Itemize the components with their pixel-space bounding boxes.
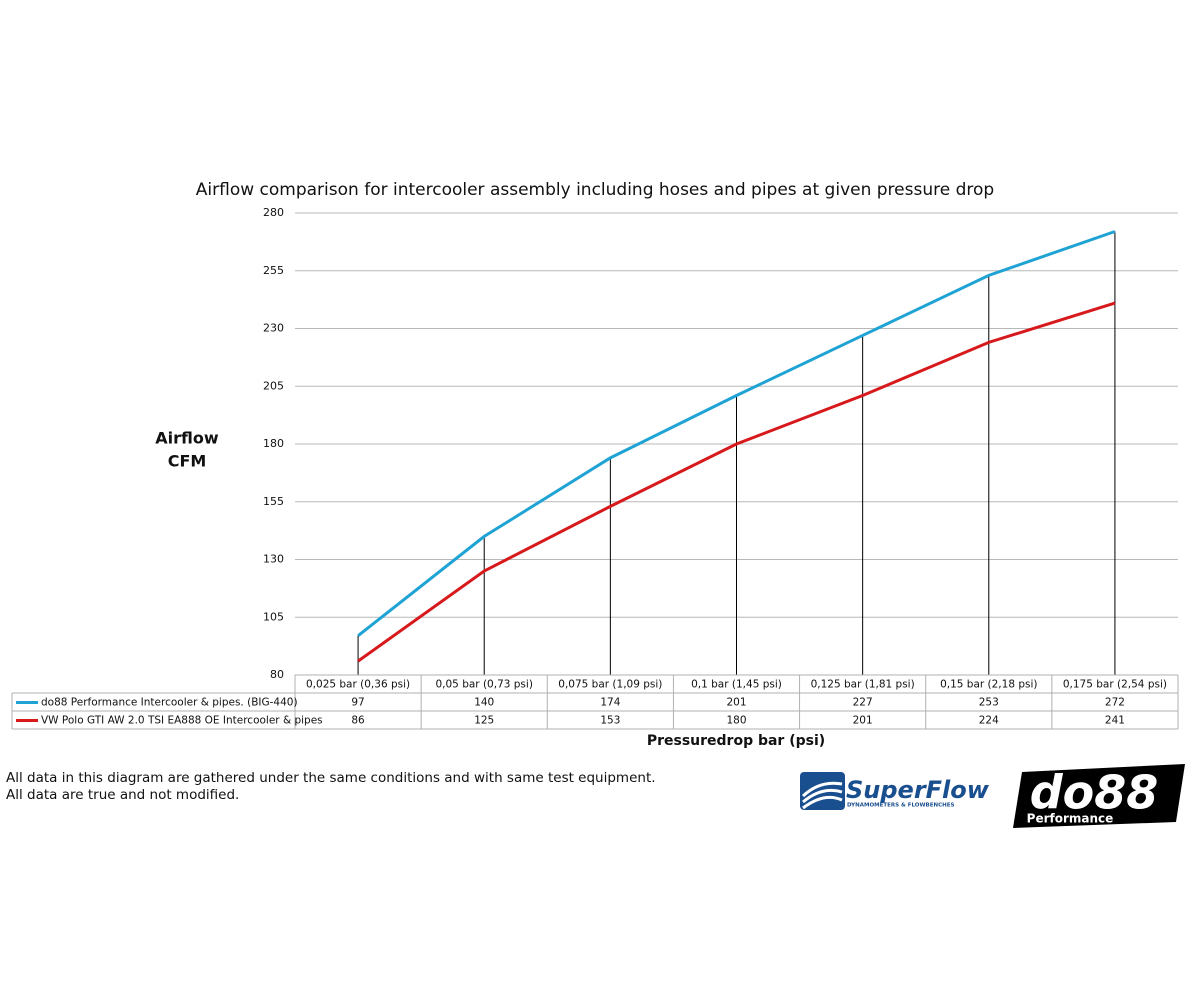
x-tick-label: 0,175 bar (2,54 psi) xyxy=(1063,679,1167,691)
y-tick-label: 105 xyxy=(263,610,284,623)
series-line xyxy=(357,230,1116,637)
logo-tagline: DYNAMOMETERS & FLOWBENCHES xyxy=(847,803,954,809)
logo-mark xyxy=(1013,764,1185,828)
table-value: 201 xyxy=(726,697,746,709)
y-tick-label: 280 xyxy=(263,206,284,219)
chart-title: Airflow comparison for intercooler assem… xyxy=(196,180,994,200)
table-value: 97 xyxy=(351,697,364,709)
table-value: 201 xyxy=(853,715,873,727)
table-value: 227 xyxy=(853,697,873,709)
x-tick-label: 0,125 bar (1,81 psi) xyxy=(811,679,915,691)
table-value: 180 xyxy=(726,715,746,727)
y-tick-label: 205 xyxy=(263,379,284,392)
x-tick-label: 0,1 bar (1,45 psi) xyxy=(691,679,782,691)
logo-tagline: Performance xyxy=(1027,812,1114,826)
table-value: 86 xyxy=(351,715,365,727)
table-value: 224 xyxy=(979,715,999,727)
table-value: 140 xyxy=(474,697,494,709)
table-value: 174 xyxy=(600,697,620,709)
table-value: 253 xyxy=(979,697,999,709)
table-value: 272 xyxy=(1105,697,1125,709)
legend-label: VW Polo GTI AW 2.0 TSI EA888 OE Intercoo… xyxy=(41,715,323,727)
logo-swoosh xyxy=(801,781,843,810)
y-axis-label: CFM xyxy=(168,452,207,471)
table-value: 241 xyxy=(1105,715,1125,727)
y-tick-label: 180 xyxy=(263,437,284,450)
x-tick-label: 0,075 bar (1,09 psi) xyxy=(558,679,662,691)
table-value: 125 xyxy=(474,715,494,727)
x-axis-label: Pressuredrop bar (psi) xyxy=(647,733,825,749)
x-tick-label: 0,15 bar (2,18 psi) xyxy=(940,679,1037,691)
do88-logo: do88 Performance xyxy=(1013,764,1185,828)
series-line xyxy=(357,301,1116,663)
y-tick-label: 230 xyxy=(263,322,284,335)
logo-name: SuperFlow xyxy=(846,776,990,804)
note: All data are true and not modified. xyxy=(6,787,239,803)
y-axis-label: Airflow xyxy=(155,429,219,448)
y-tick-label: 80 xyxy=(270,668,284,681)
table-value: 153 xyxy=(600,715,620,727)
logo-name: do88 xyxy=(1030,766,1159,820)
x-tick-label: 0,025 bar (0,36 psi) xyxy=(306,679,410,691)
note: All data in this diagram are gathered un… xyxy=(6,770,656,786)
y-tick-label: 155 xyxy=(263,495,284,508)
legend-label: do88 Performance Intercooler & pipes. (B… xyxy=(41,697,298,709)
y-tick-label: 130 xyxy=(263,553,284,566)
superflow-logo: SuperFlow DYNAMOMETERS & FLOWBENCHES xyxy=(800,772,990,810)
x-tick-label: 0,05 bar (0,73 psi) xyxy=(435,679,532,691)
y-tick-label: 255 xyxy=(263,264,284,277)
